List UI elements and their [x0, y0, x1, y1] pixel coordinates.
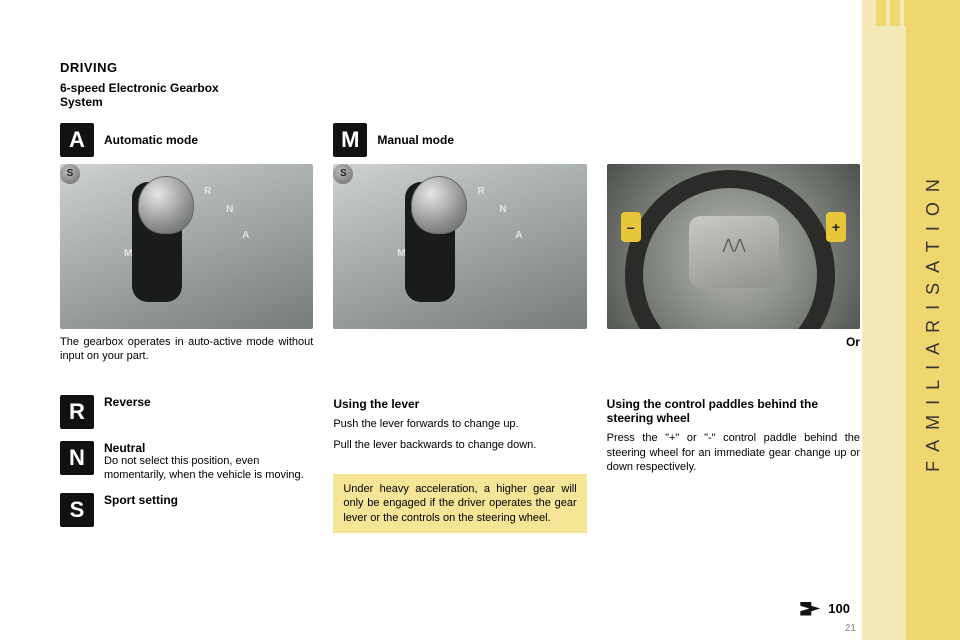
paddle-plus: + — [826, 212, 846, 242]
manual-label: Manual mode — [377, 133, 454, 147]
lever-heading: Using the lever — [333, 397, 586, 411]
callout-box: Under heavy acceleration, a higher gear … — [333, 474, 586, 533]
shifter-s2: S — [333, 164, 353, 184]
shifter-a2: A — [515, 230, 522, 241]
shifter-a: A — [242, 230, 249, 241]
lever-block: Using the lever Push the lever forwards … — [333, 375, 586, 539]
wheel-photo: ⋀⋀ – + — [607, 164, 860, 329]
manual-glyph-icon: M — [333, 123, 367, 157]
shifter-r2: R — [477, 186, 484, 197]
shifter-n2: N — [499, 204, 506, 215]
col-manual: M Manual mode R N A M S — [333, 122, 586, 364]
col-auto: A Automatic mode R N A M S The gearbox o… — [60, 122, 313, 364]
page-content: DRIVING 6-speed Electronic Gearbox Syste… — [60, 60, 860, 539]
sport-label: Sport setting — [104, 493, 178, 507]
sidebar-label: FAMILIARISATION — [923, 169, 944, 472]
auto-label: Automatic mode — [104, 133, 198, 147]
reverse-glyph-icon: R — [60, 395, 94, 429]
neutral-label: Neutral — [104, 441, 313, 455]
col-wheel: ⋀⋀ – + Or — [607, 122, 860, 364]
lever-line2: Pull the lever backwards to change down. — [333, 438, 586, 452]
cream-sidebar — [862, 0, 906, 640]
page-reference: 100 — [800, 601, 850, 616]
auto-glyph-icon: A — [60, 123, 94, 157]
paddles-block: Using the control paddles behind the ste… — [607, 375, 860, 539]
shifter-m2: M — [397, 248, 405, 259]
shifter-n: N — [226, 204, 233, 215]
top-stripes — [870, 0, 960, 28]
neutral-glyph-icon: N — [60, 441, 94, 475]
manual-photo: R N A M S — [333, 164, 586, 329]
subtitle-line2: System — [60, 95, 103, 109]
shifter-s: S — [60, 164, 80, 184]
modes-stack: R Reverse N Neutral Do not select this p… — [60, 375, 313, 539]
page-number: 21 — [845, 623, 856, 634]
paddle-minus: – — [621, 212, 641, 242]
paddles-heading: Using the control paddles behind the ste… — [607, 397, 860, 425]
or-label: Or — [607, 335, 860, 349]
reverse-label: Reverse — [104, 395, 151, 409]
shifter-m: M — [124, 248, 132, 259]
sport-glyph-icon: S — [60, 493, 94, 527]
auto-caption: The gearbox operates in auto-active mode… — [60, 335, 313, 364]
paddles-text: Press the "+" or "-" control paddle behi… — [607, 431, 860, 474]
shifter-r: R — [204, 186, 211, 197]
wheel-logo-icon: ⋀⋀ — [723, 236, 746, 253]
yellow-sidebar: FAMILIARISATION — [906, 0, 960, 640]
neutral-text: Do not select this position, even moment… — [104, 455, 313, 483]
section-title: DRIVING — [60, 60, 860, 75]
page-ref-number: 100 — [828, 601, 850, 616]
forward-icon — [800, 602, 820, 616]
subtitle-line1: 6-speed Electronic Gearbox — [60, 81, 219, 95]
lever-line1: Push the lever forwards to change up. — [333, 417, 586, 431]
auto-photo: R N A M S — [60, 164, 313, 329]
subtitle: 6-speed Electronic Gearbox System — [60, 81, 860, 110]
